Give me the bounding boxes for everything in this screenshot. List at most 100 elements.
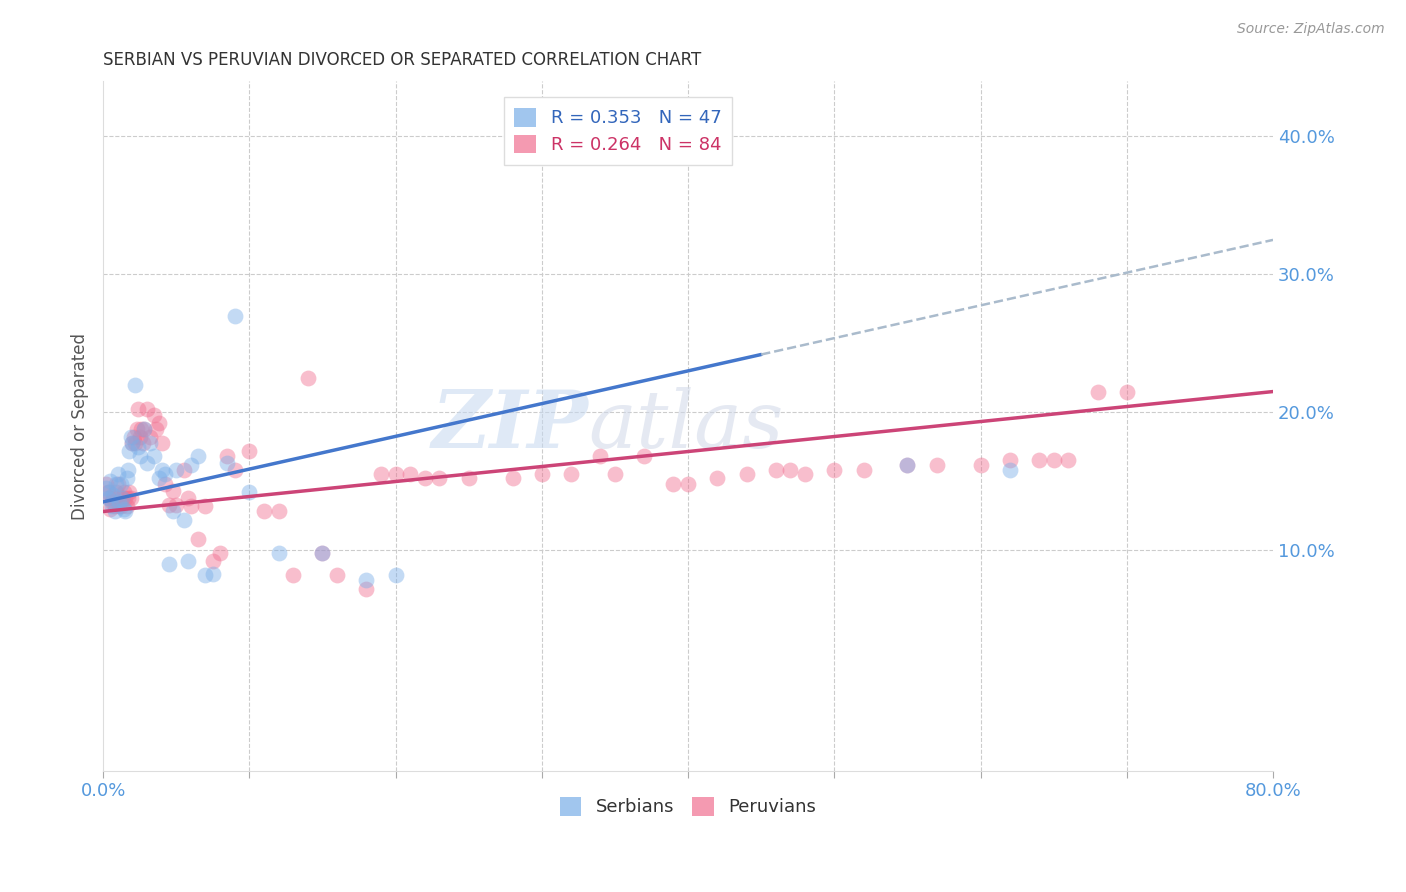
Point	[148, 471, 170, 485]
Point	[201, 554, 224, 568]
Point	[676, 477, 699, 491]
Point	[165, 463, 187, 477]
Point	[779, 463, 801, 477]
Point	[108, 495, 131, 509]
Point	[201, 566, 224, 581]
Point	[111, 491, 134, 505]
Text: ZIP: ZIP	[432, 387, 589, 465]
Point	[110, 477, 132, 491]
Point	[267, 504, 290, 518]
Point	[100, 474, 122, 488]
Text: Source: ZipAtlas.com: Source: ZipAtlas.com	[1237, 22, 1385, 37]
Point	[121, 435, 143, 450]
Point	[157, 498, 180, 512]
Point	[122, 430, 145, 444]
Point	[157, 557, 180, 571]
Point	[103, 488, 125, 502]
Point	[735, 467, 758, 482]
Point	[145, 422, 167, 436]
Point	[998, 453, 1021, 467]
Y-axis label: Divorced or Separated: Divorced or Separated	[72, 333, 89, 519]
Point	[297, 371, 319, 385]
Point	[896, 458, 918, 472]
Point	[283, 568, 305, 582]
Point	[560, 467, 582, 482]
Point	[96, 491, 118, 505]
Point	[1087, 384, 1109, 399]
Point	[153, 477, 176, 491]
Point	[217, 456, 239, 470]
Point	[162, 504, 184, 518]
Point	[131, 435, 153, 450]
Point	[633, 450, 655, 464]
Point	[127, 440, 149, 454]
Point	[823, 463, 845, 477]
Point	[143, 408, 166, 422]
Point	[136, 402, 159, 417]
Point	[662, 477, 685, 491]
Point	[117, 463, 139, 477]
Point	[129, 422, 152, 436]
Point	[165, 498, 187, 512]
Point	[115, 499, 138, 513]
Point	[180, 499, 202, 513]
Point	[148, 417, 170, 431]
Point	[399, 467, 422, 482]
Text: atlas: atlas	[589, 387, 785, 465]
Point	[132, 422, 155, 436]
Point	[852, 463, 875, 477]
Point	[238, 443, 260, 458]
Point	[706, 471, 728, 485]
Point	[457, 471, 479, 485]
Point	[429, 471, 451, 485]
Point	[121, 435, 143, 450]
Point	[530, 467, 553, 482]
Point	[603, 467, 626, 482]
Point	[794, 467, 817, 482]
Point	[173, 463, 195, 477]
Point	[108, 499, 131, 513]
Point	[209, 546, 232, 560]
Point	[194, 499, 217, 513]
Point	[925, 458, 948, 472]
Point	[114, 491, 136, 505]
Point	[139, 430, 162, 444]
Point	[112, 501, 135, 516]
Point	[589, 450, 612, 464]
Text: SERBIAN VS PERUVIAN DIVORCED OR SEPARATED CORRELATION CHART: SERBIAN VS PERUVIAN DIVORCED OR SEPARATE…	[103, 51, 702, 69]
Point	[139, 435, 162, 450]
Point	[124, 435, 146, 450]
Point	[356, 582, 378, 596]
Point	[177, 554, 200, 568]
Point	[765, 463, 787, 477]
Point	[104, 499, 127, 513]
Point	[253, 504, 276, 518]
Point	[896, 458, 918, 472]
Point	[94, 481, 117, 495]
Point	[120, 430, 142, 444]
Point	[311, 546, 333, 560]
Point	[112, 485, 135, 500]
Point	[101, 499, 124, 513]
Point	[224, 309, 246, 323]
Point	[1042, 453, 1064, 467]
Point	[107, 467, 129, 482]
Point	[125, 422, 148, 436]
Point	[153, 467, 176, 482]
Point	[96, 485, 118, 500]
Point	[107, 477, 129, 491]
Point	[238, 485, 260, 500]
Point	[969, 458, 991, 472]
Point	[94, 477, 117, 491]
Point	[384, 568, 406, 582]
Point	[998, 463, 1021, 477]
Point	[105, 477, 128, 491]
Point	[128, 450, 150, 464]
Point	[127, 402, 149, 417]
Point	[162, 483, 184, 498]
Point	[150, 463, 173, 477]
Point	[118, 485, 141, 500]
Point	[173, 513, 195, 527]
Point	[98, 491, 121, 505]
Point	[356, 574, 378, 588]
